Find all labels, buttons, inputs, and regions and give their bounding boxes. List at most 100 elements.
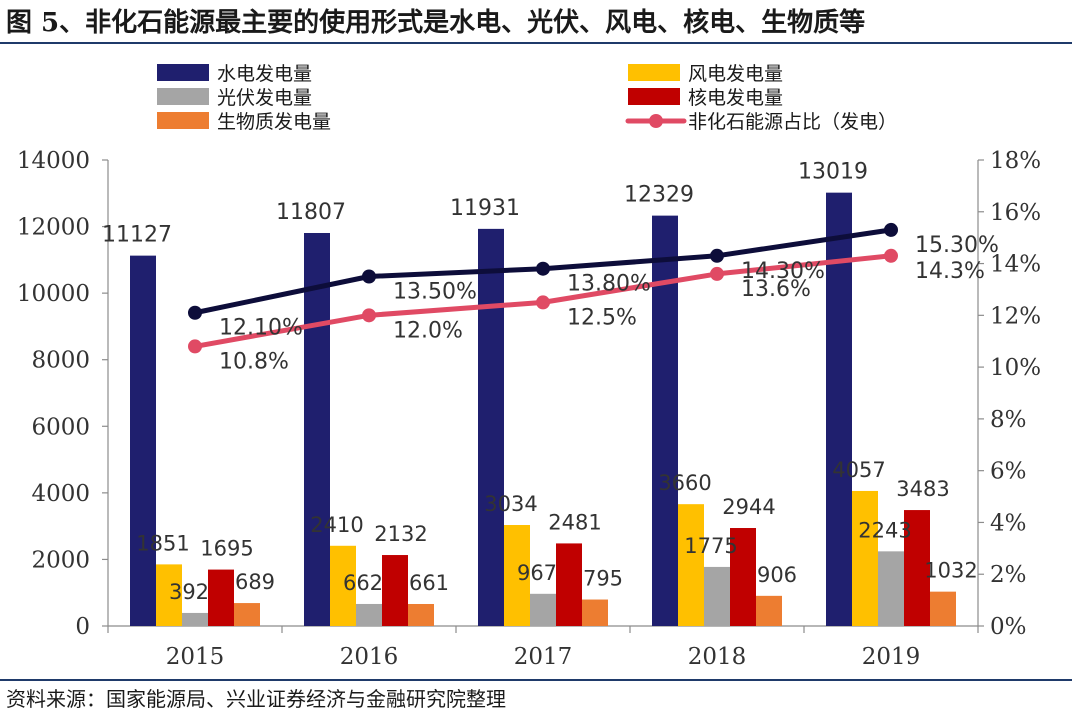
chart-lines: [188, 222, 898, 354]
chart-canvas: 0 2000 4000 6000 8000 10000 12000 14000 0% 2% 4% 6%…: [17, 63, 1041, 670]
y-tick-label: 12000: [17, 215, 90, 241]
line-point: [710, 248, 724, 263]
bar: [730, 528, 756, 626]
bar: [582, 599, 608, 626]
bar-data-label: 1851: [136, 531, 189, 555]
line-data-label: 13.80%: [567, 272, 651, 297]
bar-data-label: 906: [757, 563, 797, 587]
bar-data-label: 2132: [374, 522, 427, 546]
y2-tick-label: 14%: [990, 252, 1041, 278]
bar: [208, 569, 234, 626]
y2-tick-label: 4%: [990, 510, 1027, 536]
bar-data-label: 11127: [102, 223, 172, 248]
bar-data-label: 2481: [548, 510, 601, 534]
bar: [704, 566, 730, 626]
bar-data-label: 2410: [310, 513, 363, 537]
bar: [878, 551, 904, 626]
legend-swatch-marker: [649, 114, 663, 128]
line-point: [188, 305, 202, 320]
source-rule: [0, 679, 1072, 681]
bar-data-label: 2243: [858, 518, 911, 542]
legend-swatch: [157, 64, 209, 81]
bar: [356, 603, 382, 626]
y-tick-label: 6000: [31, 414, 90, 440]
y2-tick-label: 16%: [990, 200, 1041, 226]
bar-data-label: 689: [235, 570, 275, 594]
y-tick-label: 2000: [31, 547, 90, 573]
bar: [930, 591, 956, 626]
y2-tick-label: 12%: [990, 303, 1041, 329]
bar-data-label: 661: [409, 571, 449, 595]
bar-data-label: 3483: [896, 477, 949, 501]
bar: [826, 192, 852, 626]
y-tick-label: 14000: [17, 148, 90, 174]
line-point: [710, 266, 724, 281]
bar: [182, 612, 208, 626]
y-tick-label: 10000: [17, 281, 90, 307]
bar: [408, 603, 434, 626]
y-tick-label: 4000: [31, 481, 90, 507]
bar: [130, 255, 156, 626]
bar: [556, 543, 582, 626]
bar: [652, 215, 678, 626]
legend-swatch: [628, 64, 680, 81]
x-tick-label: 2015: [166, 644, 225, 670]
bar-data-label: 1775: [684, 534, 737, 558]
chart-bars: [130, 192, 956, 626]
bar-data-label: 3034: [484, 492, 537, 516]
legend-label: 水电发电量: [217, 63, 312, 85]
title-rule: [0, 42, 1072, 44]
y2-tick-label: 10%: [990, 355, 1041, 381]
legend-label: 风电发电量: [688, 63, 783, 85]
source-note: 资料来源：国家能源局、兴业证券经济与金融研究院整理: [6, 687, 506, 711]
line-data-label: 13.6%: [741, 277, 811, 302]
y-tick-label: 8000: [31, 348, 90, 374]
y2-tick-label: 0%: [990, 614, 1027, 640]
line-data-label: 14.3%: [915, 259, 985, 284]
bar-data-label: 1032: [924, 559, 977, 583]
x-tick-label: 2017: [514, 644, 573, 670]
bar: [304, 232, 330, 626]
bar: [330, 545, 356, 626]
bar: [504, 525, 530, 626]
y2-tick-label: 6%: [990, 459, 1027, 485]
legend-label: 光伏发电量: [217, 87, 312, 109]
bar-data-label: 4057: [832, 458, 885, 482]
bar-data-label: 1695: [200, 537, 253, 561]
line-data-label: 13.50%: [393, 280, 477, 305]
x-tick-label: 2018: [688, 644, 747, 670]
bar: [156, 564, 182, 626]
y-tick-label: 0: [75, 614, 90, 640]
y2-tick-label: 18%: [990, 148, 1041, 174]
bar-data-label: 967: [517, 561, 557, 585]
bar-data-label: 3660: [658, 471, 711, 495]
x-tick-label: 2016: [340, 644, 399, 670]
legend-label: 生物质发电量: [217, 111, 331, 133]
legend-swatch: [157, 88, 209, 105]
chart-data-labels: 11127 11807 11931 12329 13019 1851 2410 3034 366…: [102, 160, 999, 604]
bar: [852, 490, 878, 626]
bar-data-label: 11807: [276, 200, 346, 225]
figure-title: 图 5、非化石能源最主要的使用形式是水电、光伏、风电、核电、生物质等: [6, 8, 866, 38]
line-point: [188, 339, 202, 354]
line-data-label: 15.30%: [915, 233, 999, 258]
bar: [234, 603, 260, 626]
line-point: [884, 248, 898, 263]
bar-data-label: 662: [343, 571, 383, 595]
legend-swatch: [628, 88, 680, 105]
bar-data-label: 2944: [722, 495, 775, 519]
legend-label: 核电发电量: [688, 87, 783, 109]
bar: [756, 595, 782, 626]
bar-data-label: 392: [169, 580, 209, 604]
bar: [382, 555, 408, 626]
line-data-label: 12.0%: [393, 318, 463, 343]
y2-tick-label: 2%: [990, 562, 1027, 588]
line-data-label: 14.30%: [741, 259, 825, 284]
legend-swatch: [157, 112, 209, 129]
legend-label: 非化石能源占比（发电）: [688, 111, 897, 133]
bar: [678, 504, 704, 626]
line-point: [536, 295, 550, 310]
bar-data-label: 795: [583, 567, 623, 591]
bar: [904, 510, 930, 626]
